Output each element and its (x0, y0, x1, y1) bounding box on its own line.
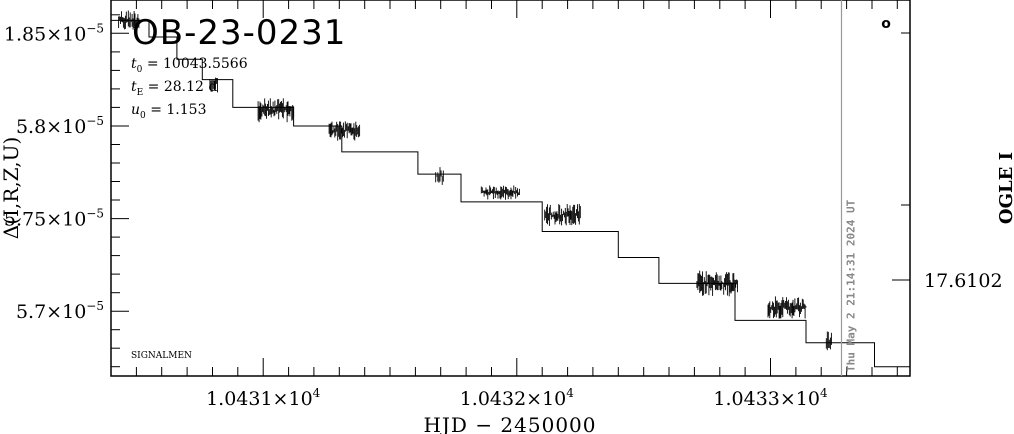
y-tick-label: 5.75×10−5 (4, 207, 104, 231)
y-tick-label: 5.8×10−5 (16, 114, 104, 138)
right-tick-marks (892, 32, 910, 281)
x-tick-marks (110, 0, 898, 376)
param-t-0: t0 = 10043.5566 (131, 56, 248, 75)
data-noise-layer (118, 10, 832, 351)
plot-frame (110, 0, 911, 377)
event-parameters: t0 = 10043.5566 tE = 28.12 d u0 = 1.153 (131, 56, 248, 121)
current-time-label: Thu May 2 21:14:31 2024 UT (845, 199, 858, 372)
data-symbol-marker: o (881, 16, 891, 32)
x-tick-label: 1.0431×104 (206, 386, 321, 410)
footer-label: SIGNALMEN (131, 351, 192, 361)
y-tick-label: 5.7×10−5 (16, 299, 104, 323)
y-axis-label-right: OGLE I (996, 152, 1014, 224)
chart-title: OB-23-0231 (132, 13, 346, 53)
y-tick-marks (111, 14, 129, 368)
x-tick-labels: 1.0431×104 1.0432×104 1.0433×104 (206, 386, 828, 410)
lightcurve-line (111, 19, 910, 368)
param-t-E: tE = 28.12 d (131, 79, 217, 98)
x-tick-label: 1.0432×104 (460, 386, 575, 410)
y-axis-label-left: Δ(I,R,Z,U) (0, 137, 23, 239)
x-tick-label: 1.0433×104 (713, 386, 828, 410)
y-tick-labels: 1.85×10−5 5.8×10−5 5.75×10−5 5.7×10−5 (4, 21, 104, 323)
right-tick-label: 17.6102 (924, 270, 1003, 292)
y-tick-label: 1.85×10−5 (4, 21, 104, 45)
param-u-0: u0 = 1.153 (131, 102, 206, 121)
x-axis-label: HJD − 2450000 (423, 413, 596, 434)
